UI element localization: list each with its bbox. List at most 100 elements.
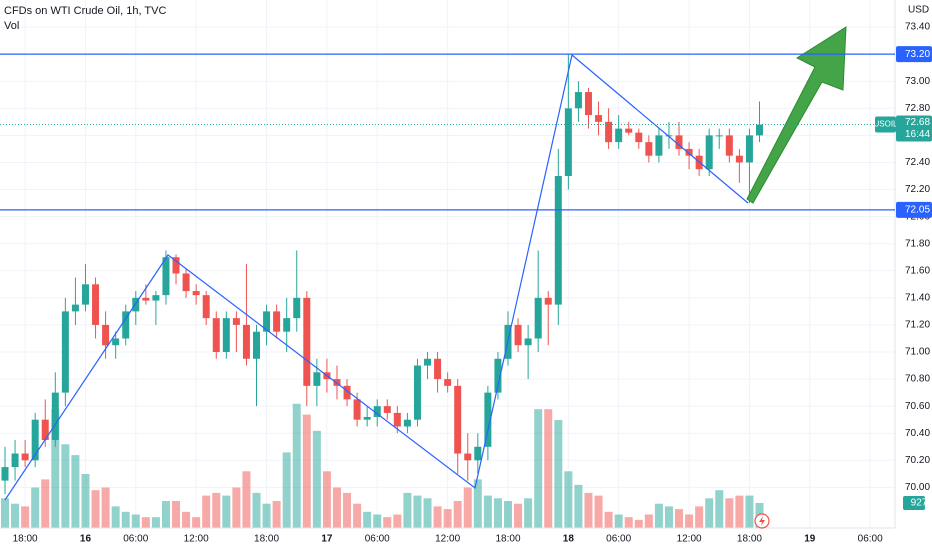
volume-bar (343, 492, 352, 528)
x-tick-label: 19 (804, 534, 816, 545)
volume-bar (51, 409, 60, 528)
candle-body (574, 92, 582, 109)
candle-body (424, 358, 432, 366)
candle-body (584, 92, 592, 116)
price-line-tag (896, 46, 932, 63)
volume-bar (11, 503, 20, 528)
candle-body (675, 135, 683, 149)
volume-bar (131, 514, 140, 528)
volume-bar (695, 506, 704, 528)
candle-body (705, 135, 713, 170)
y-tick-label: 70.20 (905, 455, 930, 466)
candle-body (745, 135, 753, 163)
x-tick-label: 18 (563, 534, 575, 545)
candle-body (142, 297, 150, 301)
candle-body (61, 311, 69, 393)
candle-body (303, 297, 311, 386)
arrow (746, 26, 847, 204)
volume-bar (91, 490, 100, 528)
volume-bar (685, 514, 694, 528)
y-tick-label: 73.00 (905, 76, 930, 87)
candle-body (182, 273, 190, 292)
replay-icon[interactable] (754, 513, 770, 529)
y-tick-label: 71.40 (905, 292, 930, 303)
candle-body (81, 284, 89, 305)
candle-body (735, 155, 743, 163)
candle-body (564, 108, 572, 176)
y-tick-label: 71.00 (905, 347, 930, 358)
y-tick-label: 72.20 (905, 184, 930, 195)
volume-bar (272, 501, 281, 528)
volume-label: Vol (4, 20, 19, 32)
volume-bar (745, 495, 754, 528)
currency: USD (908, 5, 929, 16)
candle-body (715, 135, 723, 137)
volume-bar (534, 409, 543, 528)
x-tick-label: 06:00 (606, 534, 631, 545)
volume-bar (654, 503, 663, 528)
last-price-tag (896, 115, 932, 142)
volume-bar (242, 471, 251, 528)
price-line-label: 72.05 (905, 204, 930, 215)
x-tick-label: 18:00 (737, 534, 762, 545)
symbol-label: USOIL (873, 120, 898, 129)
volume-bar (554, 420, 563, 528)
volume-bar (725, 498, 734, 528)
x-tick-label: 17 (321, 534, 333, 545)
volume-bar (735, 495, 744, 528)
candle-body (383, 406, 391, 413)
x-tick-label: 06:00 (123, 534, 148, 545)
y-tick-label: 72.40 (905, 157, 930, 168)
candle-body (222, 318, 230, 352)
volume-bar (141, 517, 150, 528)
volume-bar (71, 455, 80, 528)
candle-body (454, 385, 462, 454)
volume-bar (172, 501, 181, 528)
candle-body (655, 135, 663, 156)
volume-bar (644, 514, 653, 528)
candle-body (434, 358, 442, 380)
candle-body (393, 412, 401, 427)
candle-body (725, 135, 733, 156)
volume-bar (262, 503, 271, 528)
candle-body (112, 338, 120, 346)
volume-bar (544, 409, 553, 528)
y-tick-label: 73.40 (905, 22, 930, 33)
candle-body (524, 338, 532, 346)
candle-body (313, 372, 321, 386)
volume-bar (664, 506, 673, 528)
candle-body (132, 297, 140, 312)
candle-body (756, 124, 763, 136)
candle-body (11, 453, 19, 468)
volume-bar (353, 503, 362, 528)
volume-bar (604, 511, 613, 528)
volume-bar (473, 479, 482, 528)
x-tick-label: 06:00 (365, 534, 390, 545)
candle-body (232, 318, 240, 325)
volume-bar (212, 492, 221, 528)
y-tick-label: 71.80 (905, 238, 930, 249)
volume-bar (514, 503, 523, 528)
candle-body (41, 419, 49, 440)
volume-bar (584, 492, 593, 528)
candle-body (595, 115, 603, 122)
y-tick-label: 70.40 (905, 428, 930, 439)
volume-bar (483, 495, 492, 528)
volume-bar (61, 444, 70, 528)
candle-body (122, 311, 130, 339)
volume-bar (705, 498, 714, 528)
candle-body (625, 128, 633, 133)
candle-body (534, 297, 542, 339)
volume-bar (363, 511, 372, 528)
volume-value-label: 927 (911, 498, 928, 509)
icon-bolt[interactable] (759, 516, 765, 526)
candle-body (635, 132, 643, 143)
chart-title: CFDs on WTI Crude Oil, 1h, TVC (4, 5, 166, 17)
x-tick-label: 16 (80, 534, 92, 545)
volume-bar (504, 501, 512, 528)
x-tick-label: 18:00 (254, 534, 279, 545)
candle-body (293, 297, 301, 319)
candle-body (645, 142, 653, 156)
